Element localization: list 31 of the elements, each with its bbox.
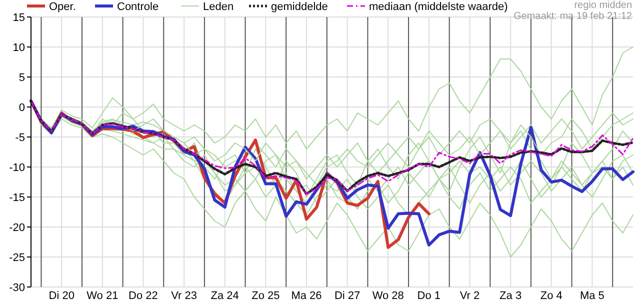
x-tick-label: Vr 23	[171, 290, 197, 300]
x-tick-label: Zo 4	[540, 290, 562, 300]
x-tick-label: Za 24	[210, 290, 239, 300]
x-tick-label: Ma 26	[291, 290, 322, 300]
y-tick-label: 10	[12, 42, 25, 54]
x-tick-label: Wo 28	[372, 290, 404, 300]
legend-label: Oper.	[49, 1, 76, 13]
y-tick-label: 5	[18, 72, 25, 84]
y-tick-label: -30	[9, 282, 25, 294]
annotation: Gemaakt: ma 19 feb 21:12	[514, 11, 632, 22]
x-tick-label: Wo 21	[86, 290, 118, 300]
x-tick-label: Zo 25	[252, 290, 280, 300]
text: regio midden	[574, 0, 632, 11]
x-tick-label: Di 27	[334, 290, 360, 300]
x-tick-label: Do 22	[128, 290, 158, 300]
y-tick-label: 15	[12, 12, 25, 24]
legend-label: gemiddelde	[271, 1, 328, 13]
x-tick-label: Di 20	[48, 290, 74, 300]
y-tick-label: -5	[15, 132, 25, 144]
x-tick-label: Do 1	[417, 290, 441, 300]
x-tick-label: Za 3	[500, 290, 522, 300]
y-tick-label: -20	[9, 222, 25, 234]
legend-label: Leden	[203, 1, 234, 13]
y-tick-label: -15	[9, 192, 25, 204]
x-tick-label: Vr 2	[460, 290, 480, 300]
legend-label: Controle	[117, 1, 159, 13]
legend-label: mediaan (middelste waarde)	[369, 1, 508, 13]
y-tick-label: -25	[9, 252, 25, 264]
x-tick-label: Ma 5	[580, 290, 604, 300]
y-tick-label: -10	[9, 162, 25, 174]
y-tick-label: 0	[18, 102, 25, 114]
